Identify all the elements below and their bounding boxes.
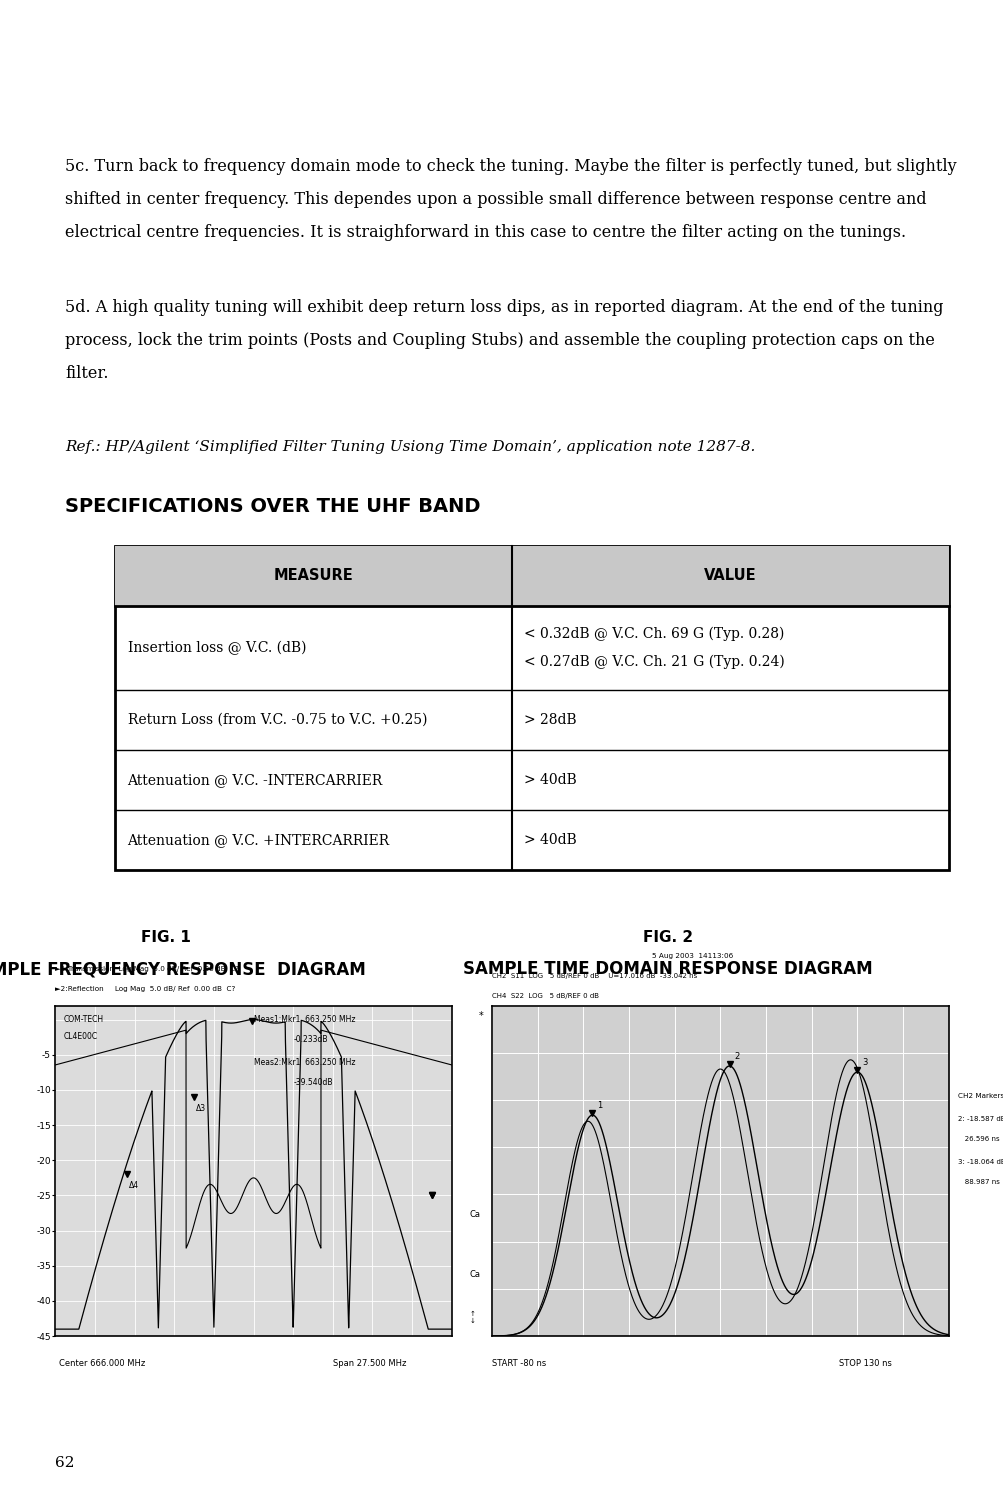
Text: -0.233dB: -0.233dB xyxy=(293,1036,327,1045)
Text: CL4E00C: CL4E00C xyxy=(63,1033,97,1042)
Text: Δ4: Δ4 xyxy=(128,1181,138,1190)
Text: CH2  S11  LOG   5 dB/REF 0 dB    U=17.016 dB  -33.042 ns: CH2 S11 LOG 5 dB/REF 0 dB U=17.016 dB -3… xyxy=(491,972,696,978)
Text: 26.596 ns: 26.596 ns xyxy=(957,1136,999,1142)
Text: 88.987 ns: 88.987 ns xyxy=(957,1178,999,1184)
Text: 5d. A high quality tuning will exhibit deep return loss dips, as in reported dia: 5d. A high quality tuning will exhibit d… xyxy=(65,299,943,316)
Text: STOP 130 ns: STOP 130 ns xyxy=(839,1359,891,1368)
Text: Ref.: HP/Agilent ‘Simplified Filter Tuning Usiong Time Domain’, application note: Ref.: HP/Agilent ‘Simplified Filter Tuni… xyxy=(65,440,755,454)
Text: Ca: Ca xyxy=(468,1270,479,1279)
Text: > 28dB: > 28dB xyxy=(524,712,576,727)
Text: FIG. 2: FIG. 2 xyxy=(642,930,692,945)
Text: -39.540dB: -39.540dB xyxy=(293,1078,332,1087)
Text: *: * xyxy=(477,1010,482,1021)
Text: 1: 1 xyxy=(597,1102,602,1111)
Text: process, lock the trim points (Posts and Coupling Stubs) and assemble the coupli: process, lock the trim points (Posts and… xyxy=(65,332,934,349)
Text: SPECIFICATIONS OVER THE UHF BAND: SPECIFICATIONS OVER THE UHF BAND xyxy=(65,497,480,517)
Text: Attenuation @ V.C. +INTERCARRIER: Attenuation @ V.C. +INTERCARRIER xyxy=(127,833,389,848)
Text: MEASURE: MEASURE xyxy=(274,568,353,583)
Text: 5 Aug 2003  14113:06: 5 Aug 2003 14113:06 xyxy=(651,953,732,959)
Text: ↑
↓: ↑ ↓ xyxy=(468,1311,474,1324)
Text: COM-TECH: COM-TECH xyxy=(63,1016,103,1025)
Text: 2: 2 xyxy=(733,1052,738,1061)
Text: 5c. Turn back to frequency domain mode to check the tuning. Maybe the filter is : 5c. Turn back to frequency domain mode t… xyxy=(65,158,956,174)
Text: Attenuation @ V.C. -INTERCARRIER: Attenuation @ V.C. -INTERCARRIER xyxy=(127,773,382,788)
Text: 62: 62 xyxy=(55,1456,74,1470)
Text: Meas2:Mkr1  663.250 MHz: Meas2:Mkr1 663.250 MHz xyxy=(254,1058,355,1067)
Text: FIG. 1: FIG. 1 xyxy=(140,930,191,945)
Text: START -80 ns: START -80 ns xyxy=(491,1359,546,1368)
Text: < 0.32dB @ V.C. Ch. 69 G (Typ. 0.28): < 0.32dB @ V.C. Ch. 69 G (Typ. 0.28) xyxy=(524,627,783,642)
Text: CH2 Markers: CH2 Markers xyxy=(957,1093,1003,1099)
Text: SAMPLE FREQUENCY RESPONSE  DIAGRAM: SAMPLE FREQUENCY RESPONSE DIAGRAM xyxy=(0,960,365,978)
Bar xyxy=(115,546,948,870)
Text: ►1:Transmission  Log Mag  5.0 dB/ Ref  0.00 dB  C?: ►1:Transmission Log Mag 5.0 dB/ Ref 0.00… xyxy=(55,966,239,972)
Text: 2: -18.587 dB: 2: -18.587 dB xyxy=(957,1117,1003,1123)
Text: ►2:Reflection     Log Mag  5.0 dB/ Ref  0.00 dB  C?: ►2:Reflection Log Mag 5.0 dB/ Ref 0.00 d… xyxy=(55,986,236,992)
Text: SAMPLE TIME DOMAIN RESPONSE DIAGRAM: SAMPLE TIME DOMAIN RESPONSE DIAGRAM xyxy=(462,960,872,978)
Text: VALUE: VALUE xyxy=(703,568,756,583)
Text: Return Loss (from V.C. -0.75 to V.C. +0.25): Return Loss (from V.C. -0.75 to V.C. +0.… xyxy=(127,712,426,727)
Text: < 0.27dB @ V.C. Ch. 21 G (Typ. 0.24): < 0.27dB @ V.C. Ch. 21 G (Typ. 0.24) xyxy=(524,654,784,669)
Text: > 40dB: > 40dB xyxy=(524,833,577,848)
Text: 3: -18.064 dB: 3: -18.064 dB xyxy=(957,1159,1003,1165)
Bar xyxy=(115,546,948,606)
Text: Insertion loss @ V.C. (dB): Insertion loss @ V.C. (dB) xyxy=(127,640,306,655)
Text: shifted in center frequency. This dependes upon a possible small difference betw: shifted in center frequency. This depend… xyxy=(65,191,926,207)
Text: Δ3: Δ3 xyxy=(196,1105,206,1114)
Text: Ca: Ca xyxy=(468,1210,479,1219)
Text: electrical centre frequencies. It is straighforward in this case to centre the f: electrical centre frequencies. It is str… xyxy=(65,224,906,240)
Text: CH4  S22  LOG   5 dB/REF 0 dB: CH4 S22 LOG 5 dB/REF 0 dB xyxy=(491,993,599,999)
Text: 3: 3 xyxy=(862,1058,867,1067)
Text: Meas1:Mkr1  663.250 MHz: Meas1:Mkr1 663.250 MHz xyxy=(254,1016,355,1025)
Text: Center 666.000 MHz: Center 666.000 MHz xyxy=(59,1359,145,1368)
Text: > 40dB: > 40dB xyxy=(524,773,577,788)
Text: filter.: filter. xyxy=(65,365,108,382)
Text: Span 27.500 MHz: Span 27.500 MHz xyxy=(333,1359,406,1368)
